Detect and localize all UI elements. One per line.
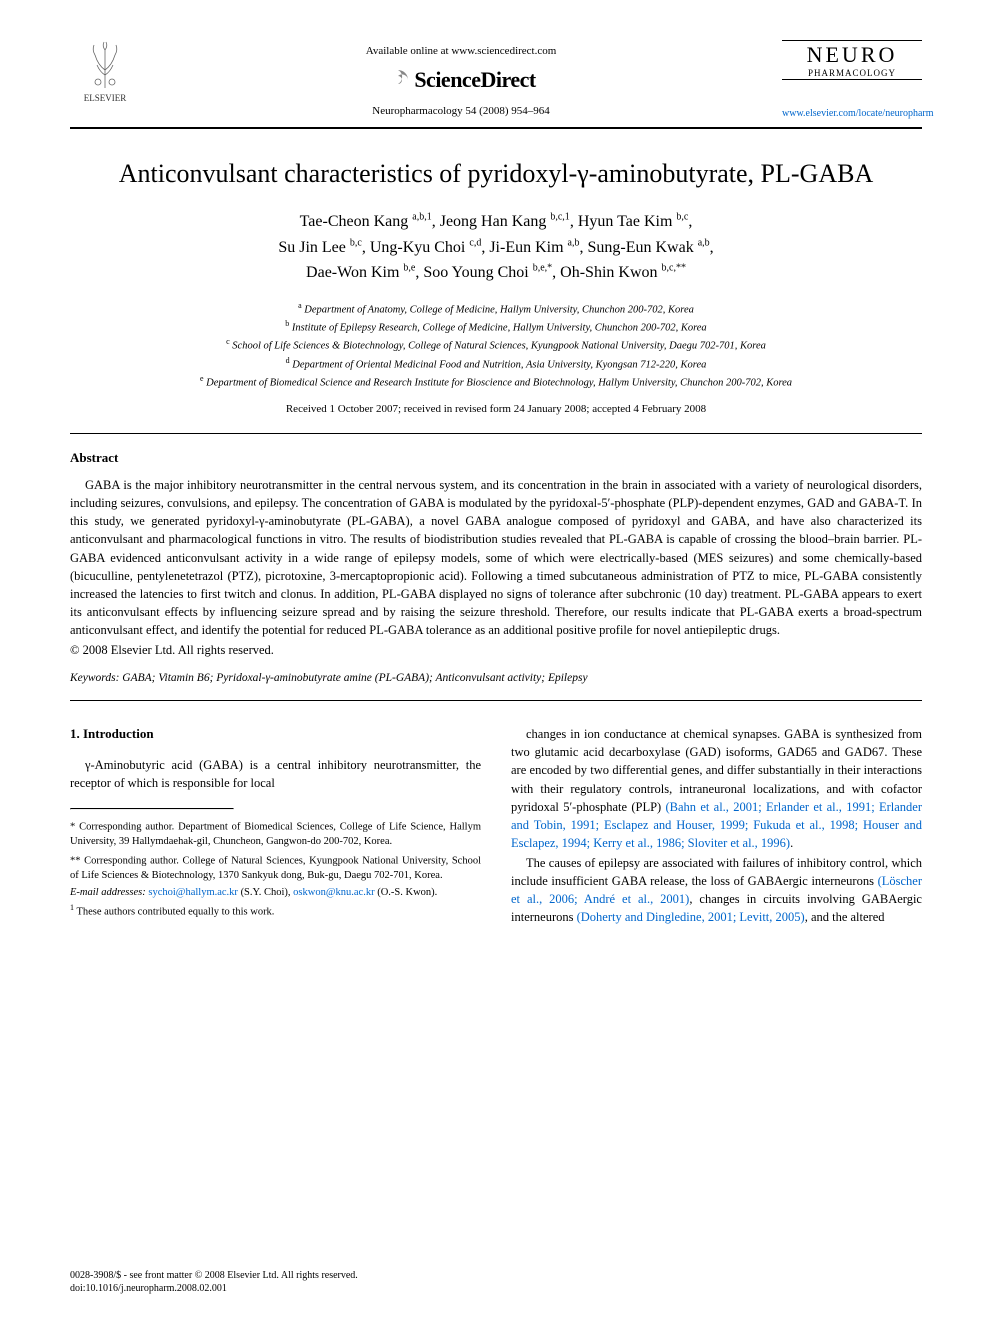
keywords-label: Keywords:	[70, 672, 119, 684]
sciencedirect-text: ScienceDirect	[414, 67, 535, 93]
footer-copyright: 0028-3908/$ - see front matter © 2008 El…	[70, 1269, 922, 1282]
elsevier-logo: ELSEVIER	[70, 40, 140, 103]
article-title: Anticonvulsant characteristics of pyrido…	[70, 159, 922, 189]
section-heading-intro: 1. Introduction	[70, 725, 481, 744]
center-header: Available online at www.sciencedirect.co…	[140, 40, 782, 117]
right-column: changes in ion conductance at chemical s…	[511, 725, 922, 928]
citation-group[interactable]: (Doherty and Dingledine, 2001; Levitt, 2…	[577, 910, 805, 924]
elsevier-tree-icon	[80, 40, 130, 90]
page-header: ELSEVIER Available online at www.science…	[70, 40, 922, 119]
keywords-line: Keywords: GABA; Vitamin B6; Pyridoxal-γ-…	[70, 672, 922, 684]
article-dates: Received 1 October 2007; received in rev…	[70, 403, 922, 415]
affiliation: e Department of Biomedical Science and R…	[70, 373, 922, 391]
abstract-top-rule	[70, 433, 922, 434]
affiliation: a Department of Anatomy, College of Medi…	[70, 300, 922, 318]
elsevier-label: ELSEVIER	[70, 93, 140, 103]
abstract-heading: Abstract	[70, 450, 922, 466]
corresponding-author-2: ** Corresponding author. College of Natu…	[70, 852, 481, 883]
affiliation: d Department of Oriental Medicinal Food …	[70, 355, 922, 373]
affiliation-list: a Department of Anatomy, College of Medi…	[70, 300, 922, 391]
sciencedirect-logo: ScienceDirect	[140, 67, 782, 93]
keywords-text: GABA; Vitamin B6; Pyridoxal-γ-aminobutyr…	[122, 672, 587, 684]
left-column: 1. Introduction γ-Aminobutyric acid (GAB…	[70, 725, 481, 928]
journal-logo-title: NEURO	[782, 42, 922, 68]
corresponding-author-1: * Corresponding author. Department of Bi…	[70, 818, 481, 849]
email-link-2[interactable]: oskwon@knu.ac.kr	[293, 887, 374, 898]
intro-para-2: changes in ion conductance at chemical s…	[511, 725, 922, 852]
intro-para-3: The causes of epilepsy are associated wi…	[511, 854, 922, 927]
author-list: Tae-Cheon Kang a,b,1, Jeong Han Kang b,c…	[70, 209, 922, 286]
footnote-rule	[70, 808, 234, 810]
footnotes: * Corresponding author. Department of Bi…	[70, 818, 481, 920]
equal-contribution-note: 1 These authors contributed equally to t…	[70, 903, 481, 920]
journal-homepage-link[interactable]: www.elsevier.com/locate/neuropharm	[782, 108, 922, 119]
copyright-line: © 2008 Elsevier Ltd. All rights reserved…	[70, 643, 922, 658]
intro-para-1: γ-Aminobutyric acid (GABA) is a central …	[70, 756, 481, 792]
available-online-text: Available online at www.sciencedirect.co…	[140, 45, 782, 57]
affiliation: b Institute of Epilepsy Research, Colleg…	[70, 318, 922, 336]
header-rule	[70, 127, 922, 129]
abstract-bottom-rule	[70, 700, 922, 701]
footer-doi: doi:10.1016/j.neuropharm.2008.02.001	[70, 1282, 922, 1295]
journal-reference: Neuropharmacology 54 (2008) 954–964	[140, 105, 782, 117]
email-addresses: E-mail addresses: sychoi@hallym.ac.kr (S…	[70, 886, 481, 900]
journal-logo: NEURO PHARMACOLOGY www.elsevier.com/loca…	[782, 40, 922, 119]
page-footer: 0028-3908/$ - see front matter © 2008 El…	[70, 1269, 922, 1295]
email-link-1[interactable]: sychoi@hallym.ac.kr	[148, 887, 238, 898]
affiliation: c School of Life Sciences & Biotechnolog…	[70, 336, 922, 354]
body-columns: 1. Introduction γ-Aminobutyric acid (GAB…	[70, 725, 922, 928]
sciencedirect-swirl-icon	[386, 68, 410, 92]
journal-logo-subtitle: PHARMACOLOGY	[782, 68, 922, 78]
abstract-text: GABA is the major inhibitory neurotransm…	[70, 476, 922, 639]
